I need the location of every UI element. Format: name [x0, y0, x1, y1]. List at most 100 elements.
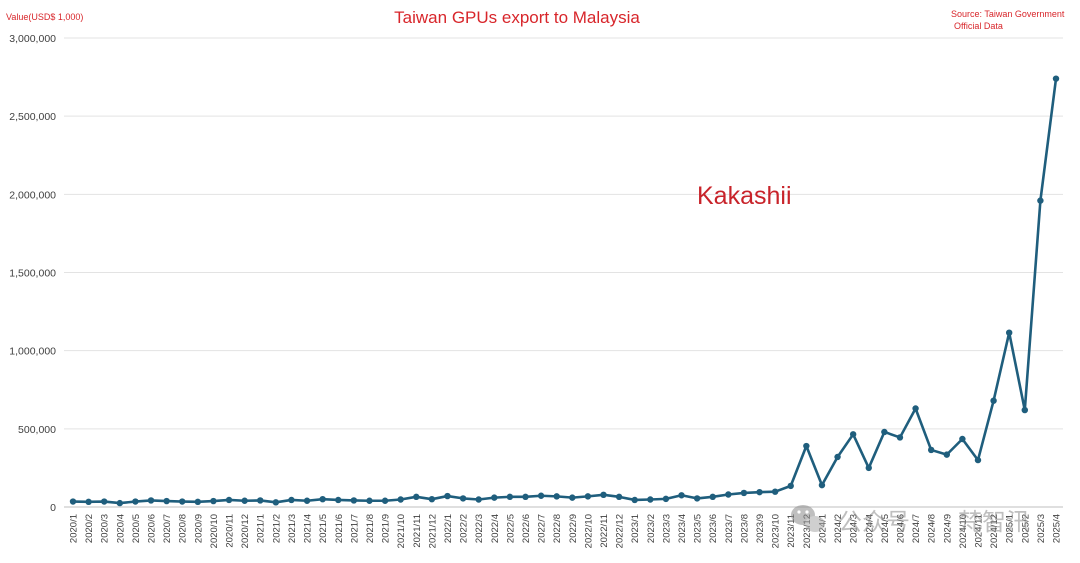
- x-tick-label: 2025/4: [1052, 514, 1063, 543]
- x-tick-label: 2024/9: [942, 514, 953, 543]
- y-tick-label: 1,500,000: [9, 268, 56, 280]
- x-tick-label: 2023/5: [693, 514, 704, 543]
- x-tick-label: 2020/3: [100, 514, 111, 543]
- wechat-icon: [791, 505, 825, 532]
- x-tick-label: 2020/9: [193, 514, 204, 543]
- x-tick-label: 2023/10: [771, 514, 782, 548]
- data-point: [85, 498, 92, 506]
- data-point: [397, 496, 404, 503]
- data-point: [491, 494, 498, 501]
- data-point: [678, 492, 685, 499]
- data-point: [912, 405, 919, 412]
- data-point: [381, 497, 389, 504]
- data-point: [537, 492, 545, 499]
- data-point: [506, 493, 514, 501]
- x-tick-label: 2021/8: [365, 514, 376, 543]
- x-tick-label: 2024/11: [973, 514, 984, 548]
- y-axis-ticks: 0 500,000 1,000,000 1,500,000 2,000,000 2,500…: [9, 33, 56, 514]
- data-point: [132, 498, 139, 505]
- x-tick-label: 2022/11: [599, 514, 610, 548]
- data-point: [896, 434, 904, 441]
- x-tick-label: 2023/4: [677, 514, 688, 543]
- y-tick-label: 2,500,000: [9, 111, 56, 123]
- x-tick-label: 2023/12: [802, 514, 813, 548]
- data-points: [69, 75, 1060, 507]
- data-point: [662, 495, 670, 503]
- x-tick-label: 2025/1: [1005, 514, 1016, 543]
- series-line: [72, 78, 1058, 505]
- y-axis-label: Value(USD$ 1,000): [6, 12, 83, 22]
- x-tick-label: 2021/7: [349, 514, 360, 543]
- data-point: [943, 451, 950, 458]
- data-point: [569, 494, 576, 501]
- data-point: [974, 456, 982, 464]
- data-point: [210, 497, 217, 505]
- data-point: [990, 397, 997, 404]
- x-tick-label: 2023/3: [661, 514, 672, 543]
- x-tick-label: 2024/10: [958, 514, 969, 548]
- x-tick-label: 2023/9: [755, 514, 766, 543]
- x-tick-label: 2023/7: [724, 514, 735, 543]
- x-tick-label: 2023/2: [646, 514, 657, 543]
- x-tick-label: 2025/3: [1036, 514, 1047, 543]
- x-tick-label: 2021/12: [427, 514, 438, 548]
- x-tick-label: 2020/5: [131, 514, 142, 543]
- data-point: [366, 497, 373, 504]
- data-point: [600, 491, 607, 499]
- x-tick-label: 2021/3: [287, 514, 298, 543]
- data-point: [553, 493, 560, 500]
- x-tick-label: 2020/8: [178, 514, 189, 543]
- x-tick-label: 2023/6: [708, 514, 719, 543]
- data-point: [615, 493, 623, 501]
- x-tick-label: 2024/4: [864, 514, 875, 543]
- x-tick-label: 2024/3: [849, 514, 860, 543]
- data-point: [881, 428, 888, 436]
- data-point: [335, 496, 342, 504]
- y-tick-label: 2,000,000: [9, 189, 56, 201]
- x-tick-label: 2023/1: [630, 514, 641, 543]
- data-point: [272, 499, 280, 506]
- data-point: [350, 497, 358, 504]
- x-tick-label: 2022/1: [443, 514, 454, 543]
- data-point: [257, 497, 264, 504]
- x-tick-label: 2024/7: [911, 514, 922, 543]
- data-point: [475, 496, 482, 503]
- annotation-text: Kakashii: [697, 182, 792, 210]
- data-point: [303, 497, 311, 504]
- y-tick-label: 3,000,000: [9, 33, 56, 45]
- data-point: [459, 495, 467, 502]
- x-tick-label: 2020/12: [240, 514, 251, 548]
- x-tick-label: 2023/11: [786, 514, 797, 548]
- data-point: [163, 497, 170, 505]
- x-tick-label: 2022/9: [568, 514, 579, 543]
- source-line-2: Official Data: [954, 21, 1003, 31]
- x-tick-label: 2021/4: [303, 514, 314, 543]
- x-tick-label: 2022/5: [505, 514, 516, 543]
- data-point: [725, 491, 732, 498]
- data-point: [413, 493, 420, 501]
- data-point: [319, 495, 326, 503]
- data-point: [1037, 197, 1044, 204]
- watermark-divider: ·: [928, 508, 936, 536]
- x-tick-label: 2020/6: [147, 514, 158, 543]
- x-tick-label: 2020/7: [162, 514, 173, 543]
- x-tick-label: 2021/11: [412, 514, 423, 548]
- data-point: [865, 464, 872, 472]
- x-tick-label: 2022/7: [537, 514, 548, 543]
- x-tick-label: 2024/8: [927, 514, 938, 543]
- data-point: [756, 488, 763, 496]
- y-tick-label: 1,000,000: [9, 346, 56, 358]
- x-tick-label: 2023/8: [739, 514, 750, 543]
- data-point: [69, 498, 77, 505]
- data-point: [803, 442, 810, 450]
- data-point: [647, 496, 654, 503]
- data-point: [693, 495, 701, 502]
- data-point: [771, 488, 779, 495]
- data-point: [787, 482, 794, 490]
- x-tick-label: 2025/2: [1020, 514, 1031, 543]
- data-point: [834, 453, 841, 461]
- source-line-1: Source: Taiwan Government: [951, 9, 1065, 19]
- data-point: [147, 497, 155, 504]
- x-tick-label: 2022/10: [583, 514, 594, 548]
